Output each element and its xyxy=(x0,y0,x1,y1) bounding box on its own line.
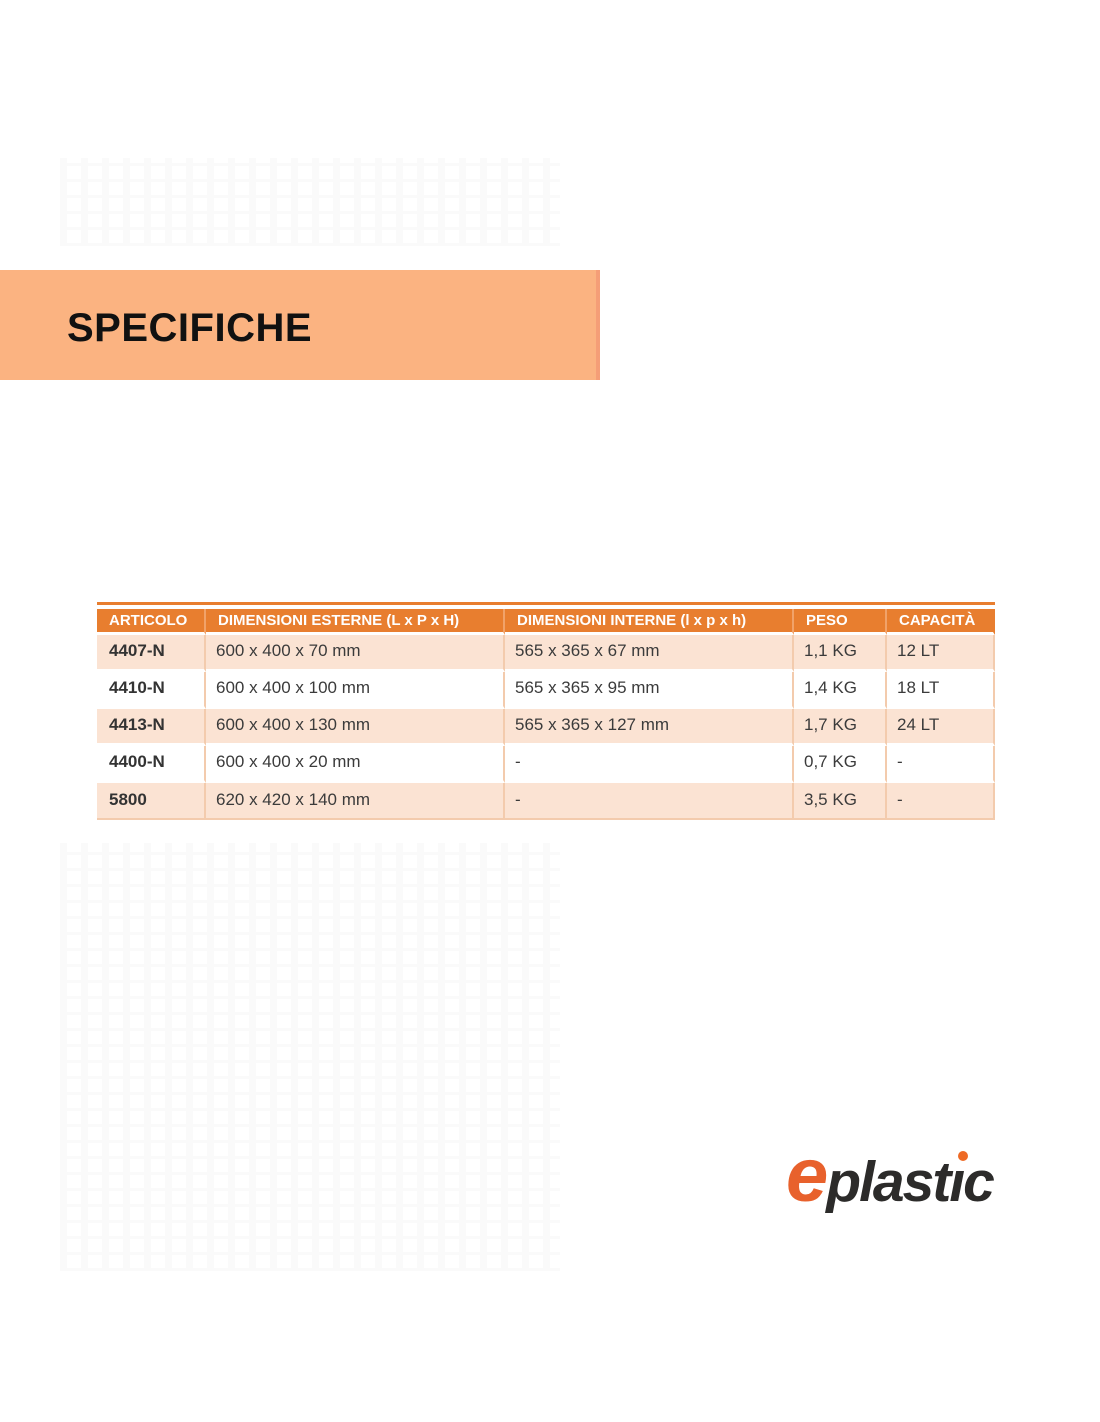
cell-dim-interne: 565 x 365 x 95 mm xyxy=(505,672,794,709)
cell-capacita: - xyxy=(887,746,995,783)
cell-capacita: - xyxy=(887,783,995,820)
column-header-peso: PESO xyxy=(794,609,887,635)
cell-dim-esterne: 600 x 400 x 100 mm xyxy=(206,672,505,709)
cell-peso: 1,4 KG xyxy=(794,672,887,709)
cell-articolo: 4400-N xyxy=(97,746,206,783)
cell-peso: 1,7 KG xyxy=(794,709,887,746)
cell-dim-esterne: 620 x 420 x 140 mm xyxy=(206,783,505,820)
cell-dim-esterne: 600 x 400 x 130 mm xyxy=(206,709,505,746)
cell-articolo: 5800 xyxy=(97,783,206,820)
logo-text-part: c xyxy=(963,1150,995,1214)
logo-i-dot xyxy=(958,1151,969,1161)
page-title: SPECIFICHE xyxy=(67,305,313,350)
logo-letter-i: ı xyxy=(949,1150,969,1214)
artifact-texture-top xyxy=(60,158,560,246)
artifact-texture-bottom xyxy=(60,843,560,1271)
column-header-articolo: ARTICOLO xyxy=(97,609,206,635)
table-row: 4407-N 600 x 400 x 70 mm 565 x 365 x 67 … xyxy=(97,635,995,672)
cell-dim-interne: 565 x 365 x 67 mm xyxy=(505,635,794,672)
spec-table: ARTICOLO DIMENSIONI ESTERNE (L x P x H) … xyxy=(97,609,995,820)
cell-dim-interne: - xyxy=(505,783,794,820)
table-row: 4400-N 600 x 400 x 20 mm - 0,7 KG - xyxy=(97,746,995,783)
cell-dim-esterne: 600 x 400 x 20 mm xyxy=(206,746,505,783)
cell-dim-esterne: 600 x 400 x 70 mm xyxy=(206,635,505,672)
cell-peso: 0,7 KG xyxy=(794,746,887,783)
cell-peso: 1,1 KG xyxy=(794,635,887,672)
table-top-border xyxy=(97,602,995,605)
cell-dim-interne: 565 x 365 x 127 mm xyxy=(505,709,794,746)
column-header-capacita: CAPACITÀ xyxy=(887,609,995,635)
cell-capacita: 24 LT xyxy=(887,709,995,746)
column-header-dim-esterne: DIMENSIONI ESTERNE (L x P x H) xyxy=(206,609,505,635)
cell-dim-interne: - xyxy=(505,746,794,783)
table-row: 4410-N 600 x 400 x 100 mm 565 x 365 x 95… xyxy=(97,672,995,709)
logo-e-glyph: e xyxy=(786,1133,828,1218)
cell-articolo: 4407-N xyxy=(97,635,206,672)
eplastic-logo: eplastı c xyxy=(786,1138,995,1214)
cell-capacita: 18 LT xyxy=(887,672,995,709)
cell-capacita: 12 LT xyxy=(887,635,995,672)
cell-articolo: 4410-N xyxy=(97,672,206,709)
logo-text-part: plast xyxy=(826,1150,951,1214)
table-row: 5800 620 x 420 x 140 mm - 3,5 KG - xyxy=(97,783,995,820)
title-banner: SPECIFICHE xyxy=(0,270,600,380)
table-row: 4413-N 600 x 400 x 130 mm 565 x 365 x 12… xyxy=(97,709,995,746)
logo-dotless-i: ı xyxy=(949,1150,965,1214)
cell-peso: 3,5 KG xyxy=(794,783,887,820)
table-header-row: ARTICOLO DIMENSIONI ESTERNE (L x P x H) … xyxy=(97,609,995,635)
logo-wordmark: plastı c xyxy=(826,1150,995,1214)
column-header-dim-interne: DIMENSIONI INTERNE (l x p x h) xyxy=(505,609,794,635)
cell-articolo: 4413-N xyxy=(97,709,206,746)
